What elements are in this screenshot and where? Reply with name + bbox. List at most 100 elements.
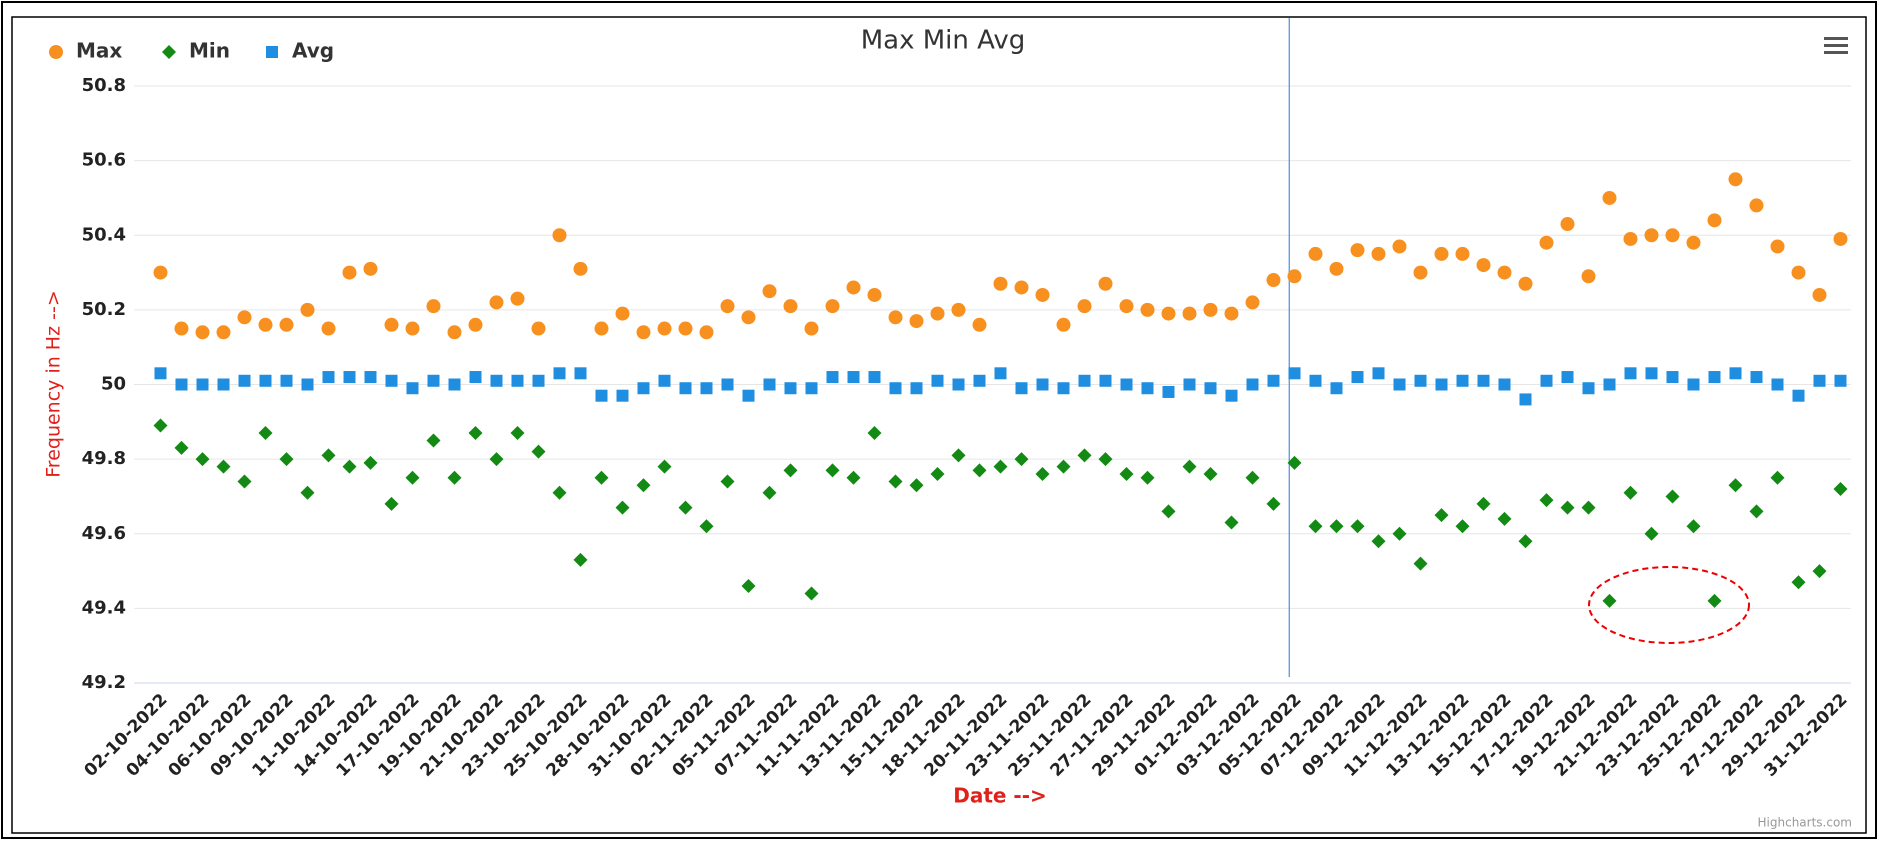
point (1372, 367, 1385, 380)
point (510, 426, 525, 441)
point (1287, 269, 1302, 284)
point (174, 440, 189, 455)
point (1791, 575, 1806, 590)
point (1455, 519, 1470, 534)
legend-marker (266, 46, 278, 58)
point (321, 448, 336, 463)
point (405, 470, 420, 485)
menu-bar (1824, 44, 1848, 47)
point (384, 317, 399, 332)
point (1308, 246, 1323, 261)
point (259, 374, 272, 387)
point (930, 306, 945, 321)
point (972, 463, 987, 478)
point (1204, 382, 1217, 395)
point (1056, 459, 1071, 474)
credit: Highcharts.com (1758, 816, 1852, 830)
point (342, 459, 357, 474)
point (1728, 478, 1743, 493)
point (510, 291, 525, 306)
point (1771, 378, 1784, 391)
point (280, 374, 293, 387)
point (174, 321, 189, 336)
point (1162, 385, 1175, 398)
point (784, 382, 797, 395)
point (700, 382, 713, 395)
point (1329, 519, 1344, 534)
point (448, 378, 461, 391)
point (1056, 317, 1071, 332)
point (490, 374, 503, 387)
annotation-ellipse (1588, 566, 1750, 644)
point (679, 382, 692, 395)
point (1413, 556, 1428, 571)
point (447, 470, 462, 485)
point (762, 284, 777, 299)
chart-frame (11, 16, 1867, 834)
point (1140, 470, 1155, 485)
point (195, 452, 210, 467)
point (1014, 452, 1029, 467)
y-tick-label: 49.6 (82, 523, 126, 544)
point (1182, 459, 1197, 474)
point (594, 470, 609, 485)
point (468, 317, 483, 332)
point (1603, 378, 1616, 391)
point (1602, 190, 1617, 205)
point (1182, 306, 1197, 321)
point (1497, 265, 1512, 280)
point (1036, 378, 1049, 391)
point (1476, 496, 1491, 511)
point (1434, 508, 1449, 523)
point (636, 325, 651, 340)
point (846, 280, 861, 295)
menu-button[interactable] (1824, 37, 1848, 54)
point (1393, 378, 1406, 391)
legend-label: Min (189, 39, 230, 63)
point (1812, 287, 1827, 302)
chart-title: Max Min Avg (861, 26, 1026, 56)
point (1392, 526, 1407, 541)
point (951, 448, 966, 463)
point (741, 310, 756, 325)
y-tick-label: 49.8 (82, 448, 126, 469)
point (1351, 371, 1364, 384)
point (1644, 228, 1659, 243)
point (1414, 374, 1427, 387)
point (237, 310, 252, 325)
point (1581, 500, 1596, 515)
point (468, 426, 483, 441)
point (195, 325, 210, 340)
point (426, 433, 441, 448)
point (1813, 374, 1826, 387)
point (1099, 374, 1112, 387)
menu-bar (1824, 51, 1848, 54)
point (720, 299, 735, 314)
point (1665, 228, 1680, 243)
point (573, 261, 588, 276)
point (1560, 217, 1575, 232)
point (1770, 239, 1785, 254)
point (1602, 593, 1617, 608)
point (616, 389, 629, 402)
point (1645, 367, 1658, 380)
legend-marker (162, 45, 176, 59)
point (279, 317, 294, 332)
point (1119, 467, 1134, 482)
y-axis-title: Frequency in Hz --> (43, 290, 65, 478)
legend-label: Avg (292, 39, 334, 63)
point (615, 500, 630, 515)
point (364, 371, 377, 384)
point (1098, 452, 1113, 467)
point (1098, 276, 1113, 291)
point (1266, 273, 1281, 288)
point (1245, 295, 1260, 310)
legend-marker (49, 45, 63, 59)
point (258, 317, 273, 332)
point (1224, 515, 1239, 530)
point (553, 367, 566, 380)
point (1518, 534, 1533, 549)
y-tick-label: 49.4 (82, 597, 126, 618)
point (1245, 470, 1260, 485)
point (1309, 374, 1322, 387)
